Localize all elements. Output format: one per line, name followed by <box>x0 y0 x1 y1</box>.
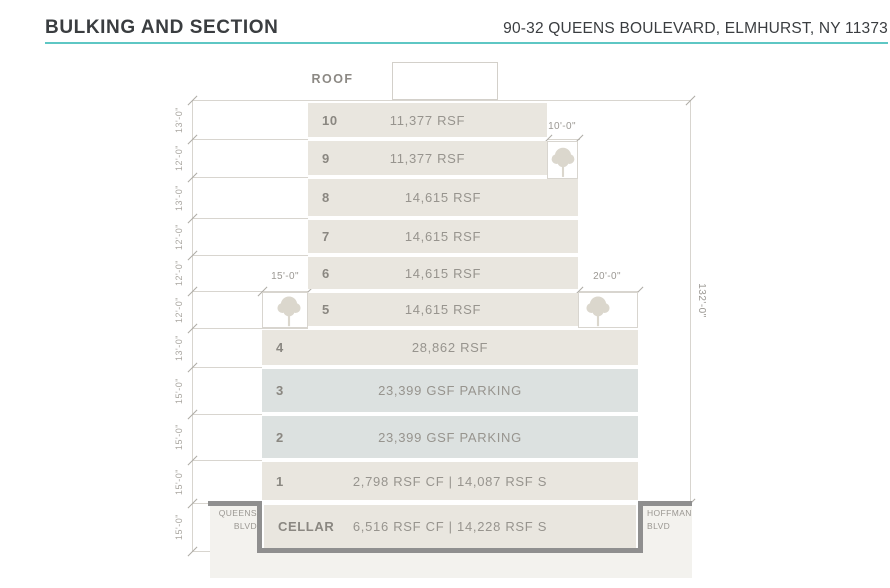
floor-bar-4: 4 28,862 RSF <box>262 330 638 365</box>
dim-label: 12'-0" <box>174 296 184 323</box>
floor-height-dim: 13'-0" <box>170 328 188 367</box>
dim-label: 15'-0" <box>174 514 184 540</box>
total-height-dim: 132'-0" <box>686 278 716 322</box>
header-divider <box>45 42 888 44</box>
floor-height-dim: 12'-0" <box>170 291 188 328</box>
floor-number: CELLAR <box>278 519 335 534</box>
dim-label: 13'-0" <box>174 106 184 133</box>
dimension-line <box>192 328 308 329</box>
dim-label: 15'-0" <box>174 424 184 450</box>
floor-bar-1: 1 2,798 RSF CF | 14,087 RSF S <box>262 462 638 500</box>
floor-bar-2: 2 23,399 GSF PARKING <box>262 416 638 458</box>
floor-height-dim: 12'-0" <box>170 255 188 291</box>
floor-bar-cellar: CELLAR 6,516 RSF CF | 14,228 RSF S <box>264 505 636 548</box>
floor-bar-3: 3 23,399 GSF PARKING <box>262 369 638 412</box>
floor-number: 5 <box>322 302 330 317</box>
floor-bar-8: 8 14,615 RSF <box>308 179 578 216</box>
floor-bar-7: 7 14,615 RSF <box>308 220 578 253</box>
floor-number: 3 <box>276 383 284 398</box>
tree-icon <box>586 296 610 327</box>
dim-label: 12'-0" <box>174 145 184 171</box>
dim-label: 12'-0" <box>174 260 184 286</box>
floor-height-dim: 15'-0" <box>170 503 188 551</box>
terrace-floor9 <box>547 141 578 179</box>
floor-area-value: 2,798 RSF CF | 14,087 RSF S <box>352 473 548 489</box>
street-ground-line-right <box>638 501 692 506</box>
floor-number: 4 <box>276 340 284 355</box>
dimension-line <box>192 414 262 415</box>
floor-number: 9 <box>322 150 330 166</box>
dimension-line <box>192 218 308 219</box>
floor-area-value: 11,377 RSF <box>389 112 466 128</box>
setback-dimension-line <box>547 139 580 140</box>
dim-label: 15'-0" <box>174 468 184 495</box>
terrace-floor5-right <box>578 292 638 328</box>
floor-height-dim: 13'-0" <box>170 177 188 218</box>
street-label-hoffman-blvd: HOFFMAN BLVD <box>647 508 692 531</box>
tree-icon <box>277 296 301 327</box>
setback-dim-label: 20'-0" <box>593 271 621 282</box>
setback-dimension-line <box>578 291 638 292</box>
dimension-line <box>192 139 308 140</box>
floor-bar-5: 5 14,615 RSF <box>308 293 578 326</box>
floor-number: 7 <box>322 229 330 244</box>
tree-icon <box>551 147 574 177</box>
floor-bar-6: 6 14,615 RSF <box>308 257 578 289</box>
floor-area-value: 28,862 RSF <box>411 340 489 355</box>
floor-height-dim: 12'-0" <box>170 139 188 177</box>
floor-height-dim: 13'-0" <box>170 100 188 139</box>
right-dimension-rail <box>690 100 691 503</box>
floor-number: 8 <box>322 190 330 205</box>
floor-area-value: 14,615 RSF <box>404 302 482 317</box>
dimension-line <box>192 177 308 178</box>
roof-bulkhead-box <box>392 62 498 100</box>
floor-area-value: 23,399 GSF PARKING <box>378 383 522 398</box>
floor-area-value: 14,615 RSF <box>404 190 482 205</box>
floor-area-value: 11,377 RSF <box>389 150 466 166</box>
floor-height-dim: 15'-0" <box>170 414 188 460</box>
setback-dim-label: 10'-0" <box>548 121 576 132</box>
dimension-line <box>192 367 262 368</box>
terrace-floor5-left <box>262 292 308 328</box>
dimension-line <box>192 255 308 256</box>
floor-area-value: 14,615 RSF <box>404 265 482 281</box>
floor-number: 2 <box>276 429 284 445</box>
floor-area-value: 23,399 GSF PARKING <box>378 429 522 445</box>
dimension-line <box>192 291 308 292</box>
floor-height-dim: 15'-0" <box>170 460 188 503</box>
property-address: 90-32 QUEENS BOULEVARD, ELMHURST, NY 113… <box>503 20 888 37</box>
dim-label: 15'-0" <box>174 377 184 404</box>
dim-label: 13'-0" <box>174 334 184 361</box>
dimension-line <box>192 503 210 504</box>
dim-label: 12'-0" <box>174 223 184 250</box>
roofline-dimension-line <box>192 100 690 101</box>
floor-number: 1 <box>276 473 284 489</box>
dim-label: 132'-0" <box>695 282 707 318</box>
floor-bar-9: 9 11,377 RSF <box>308 141 547 175</box>
roof-label: ROOF <box>311 72 354 86</box>
floor-height-dim: 15'-0" <box>170 367 188 414</box>
floor-number: 10 <box>322 112 338 128</box>
floor-bar-10: 10 11,377 RSF <box>308 103 547 137</box>
left-dimension-rail <box>192 100 193 551</box>
floor-area-value: 14,615 RSF <box>404 229 482 244</box>
setback-dim-label: 15'-0" <box>271 271 299 282</box>
floor-area-value: 6,516 RSF CF | 14,228 RSF S <box>352 519 548 534</box>
dim-label: 13'-0" <box>174 184 184 211</box>
floor-number: 6 <box>322 265 330 281</box>
street-ground-line-left <box>208 501 262 506</box>
floor-height-dim: 12'-0" <box>170 218 188 255</box>
page-title: BULKING AND SECTION <box>45 17 279 38</box>
dimension-line <box>192 460 262 461</box>
street-label-queens-blvd: QUEENS BLVD <box>218 508 257 531</box>
